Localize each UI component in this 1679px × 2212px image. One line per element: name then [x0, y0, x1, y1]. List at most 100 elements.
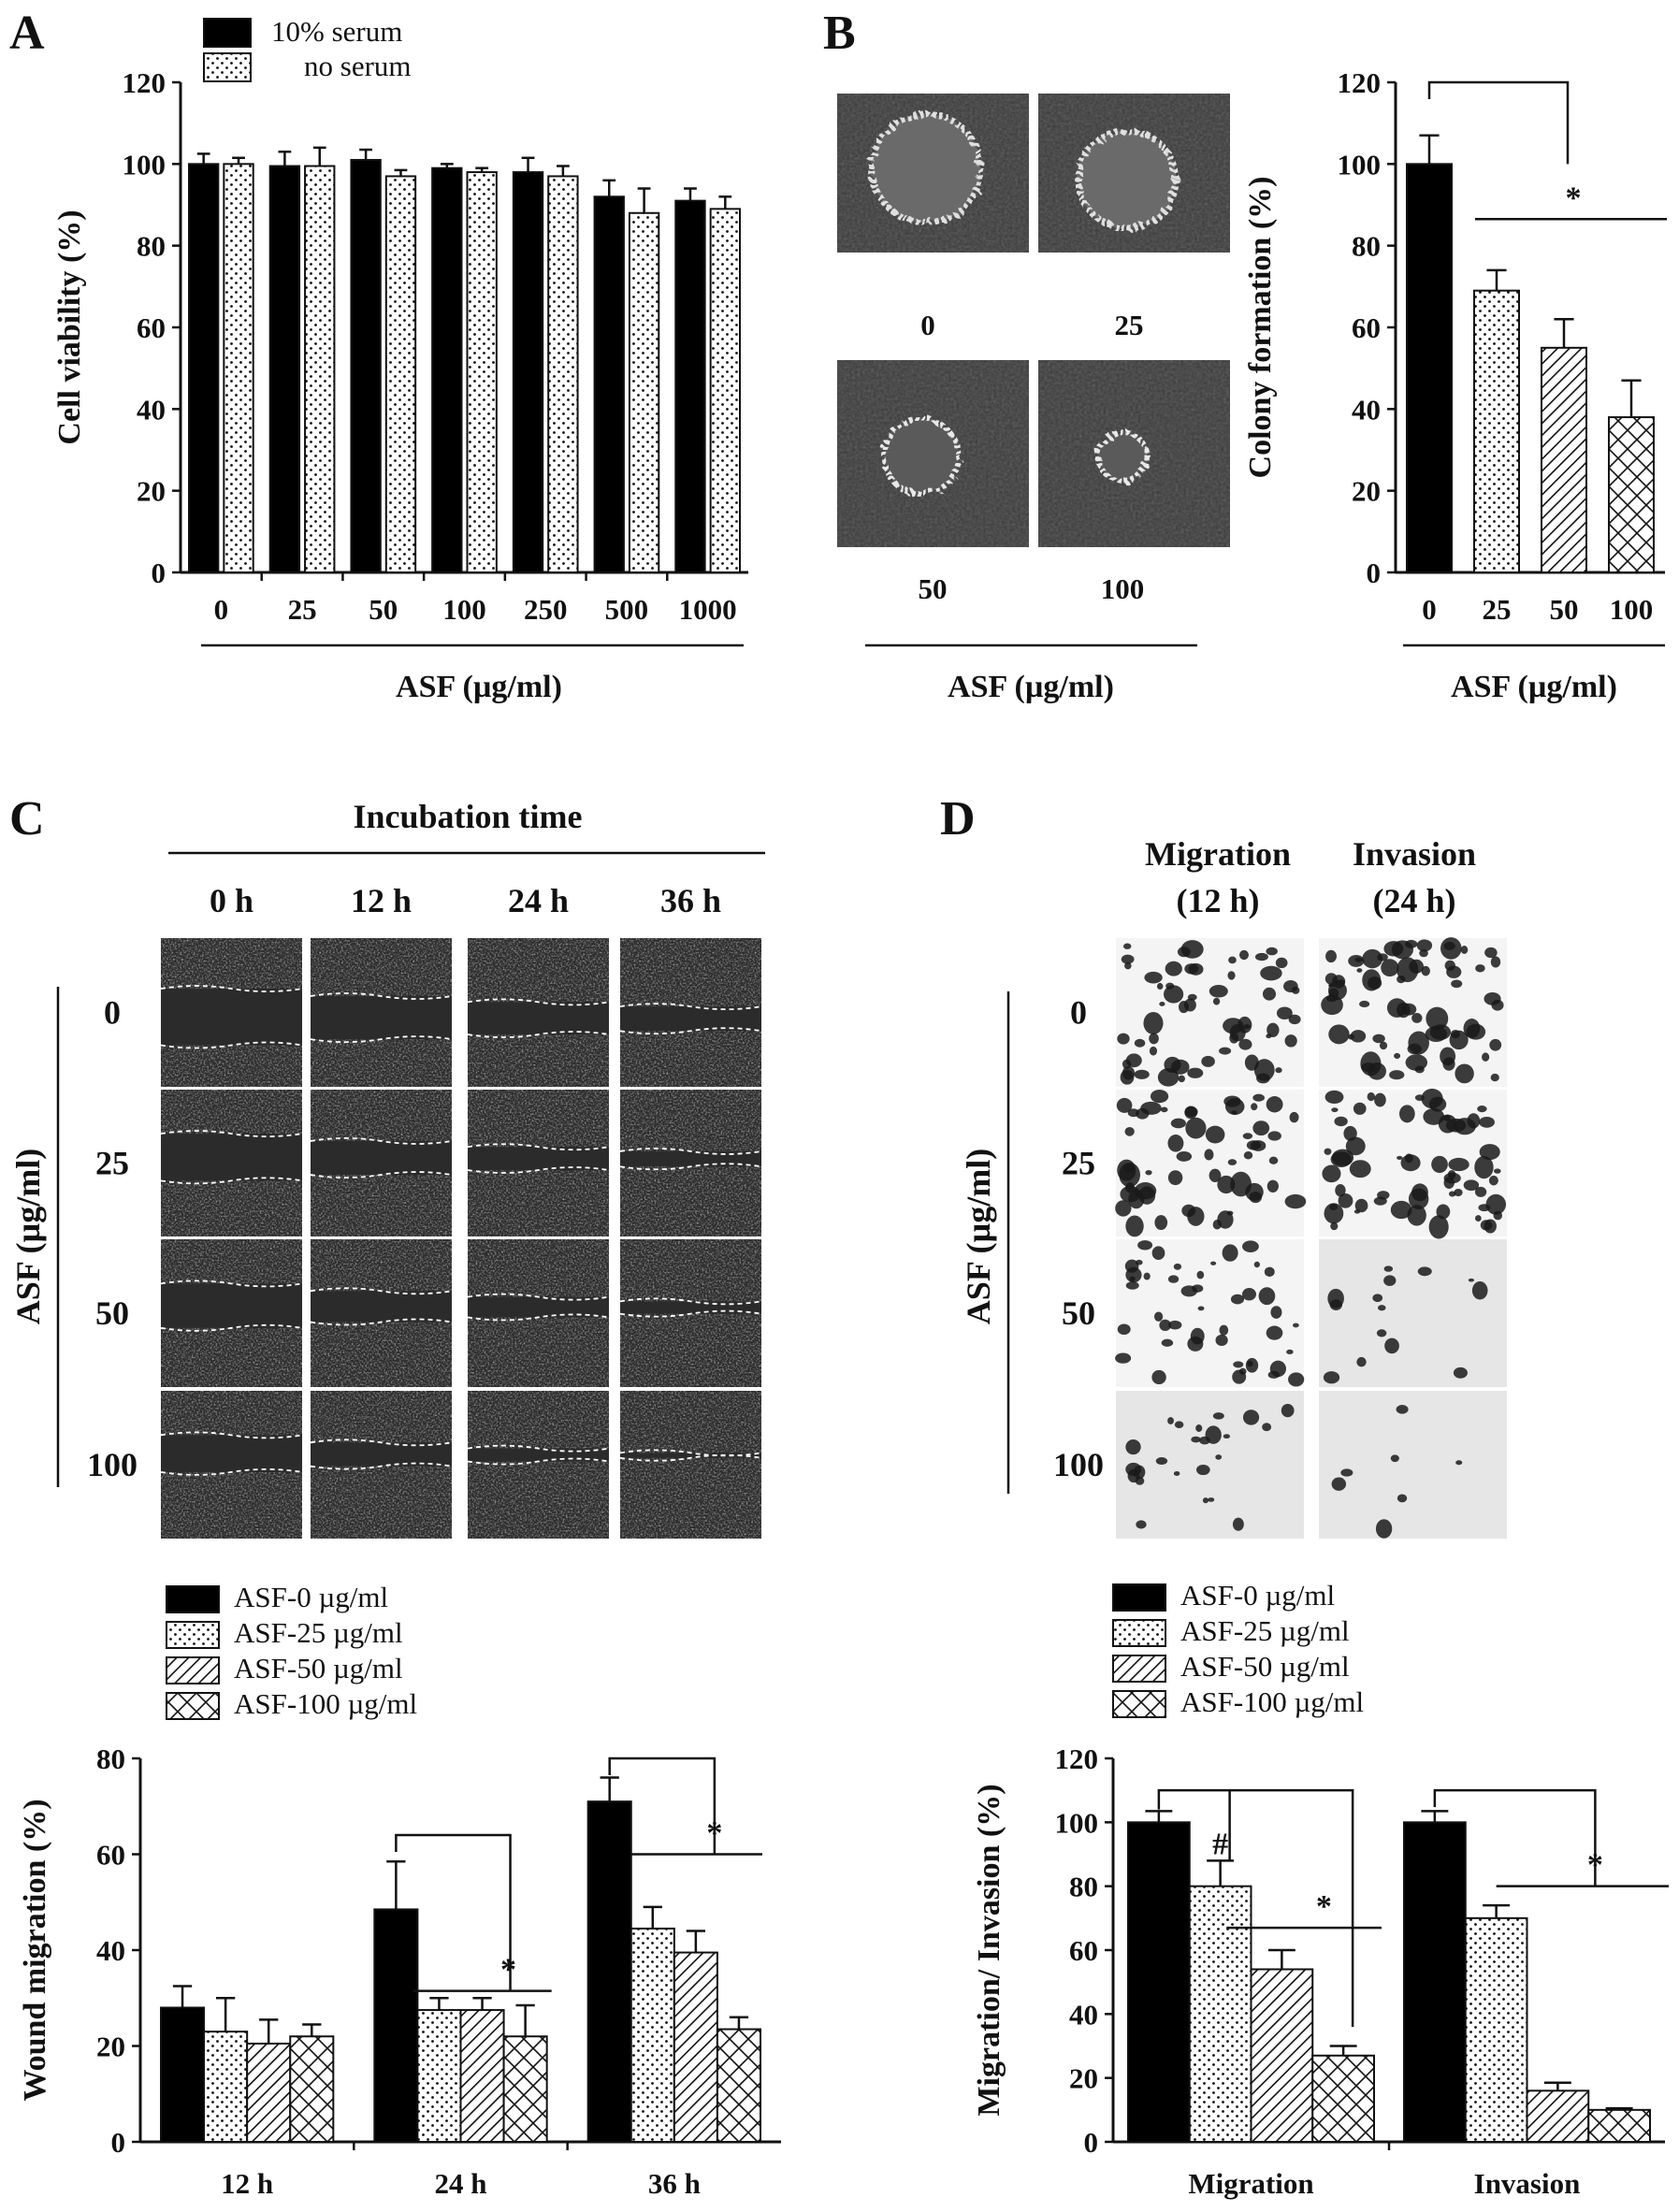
legend-swatch-asf-0-g-ml: [1112, 1583, 1166, 1612]
wound-image-100-24-h: [467, 1391, 610, 1539]
significance-bracket-migration: [1157, 1788, 1354, 2027]
x-tick-label: 12 h: [221, 2167, 273, 2200]
panel-b: B 0 25 50: [823, 7, 1667, 704]
bar-invasion-asf-100-g-ml: [1587, 2108, 1651, 2143]
x-tick-label: 25: [1483, 593, 1512, 626]
x-axis-label: ASF (µg/ml): [396, 670, 562, 704]
wound-assay-grid: 0 h 12 h 24 h 36 h 0 25 50 100 ASF (µg/ml): [9, 882, 762, 1539]
bar-invasion-asf-25-g-ml: [1464, 1916, 1528, 2143]
transwell-grid: 0 25 50 100 ASF (µg/ml): [960, 937, 1507, 1539]
colony-image-50: [837, 360, 1029, 547]
y-tick-label: 120: [123, 66, 166, 99]
bar-25-no-serum: [304, 165, 336, 573]
bar-36-h-asf-0-g-ml: [586, 1800, 632, 2143]
colony-image-0: [837, 94, 1029, 253]
legend-label-asf-50-g-ml: ASF-50 µg/ml: [1180, 1650, 1350, 1683]
legend-swatch-10-serum: [203, 18, 252, 48]
wound-image-0-24-h: [467, 938, 610, 1087]
bar-migration-asf-25-g-ml: [1188, 1885, 1252, 2143]
transwell-image-50-migration: [1115, 1239, 1305, 1387]
transwell-image-50-invasion: [1319, 1239, 1507, 1387]
y-tick-label: 20: [1069, 2062, 1098, 2095]
panel-c: C Incubation time 0 h 12 h 24 h 36 h 0 25 50 10…: [9, 792, 781, 2200]
y-tick-label: 80: [96, 1742, 125, 1775]
bar-250-no-serum: [547, 175, 579, 574]
transwell-image-25-invasion: [1319, 1088, 1507, 1239]
wound-image-25-36-h: [619, 1090, 762, 1236]
significance-mark: *: [1566, 181, 1582, 215]
y-tick-label: 40: [137, 393, 166, 426]
bar-12-h-asf-0-g-ml: [160, 2006, 206, 2143]
y-tick-label: 60: [1069, 1934, 1098, 1967]
wound-image-0-0-h: [160, 938, 303, 1087]
transwell-row-label-0: 0: [1070, 994, 1087, 1032]
wound-image-50-0-h: [160, 1239, 303, 1387]
bar-24-h-asf-50-g-ml: [459, 2009, 505, 2143]
y-tick-label: 60: [1352, 311, 1381, 344]
colony-label-100: 100: [1101, 572, 1145, 605]
incubation-time-header: Incubation time: [353, 798, 582, 835]
transwell-image-25-migration: [1115, 1090, 1307, 1237]
bar-12-h-asf-100-g-ml: [289, 2035, 335, 2143]
bar-50-hatch: [1541, 346, 1587, 574]
legend-label-10-serum: 10% serum: [271, 15, 402, 48]
y-tick-label: 0: [111, 2126, 126, 2159]
significance-mark-hash: #: [1212, 1828, 1228, 1862]
transwell-row-label-25: 25: [1062, 1145, 1095, 1182]
wound-column-label-0-h: 0 h: [210, 882, 253, 919]
x-axis-label: ASF (µg/ml): [1451, 670, 1617, 704]
y-tick-label: 0: [1367, 557, 1382, 589]
panel-d-label: D: [940, 792, 976, 846]
transwell-image-100-invasion: [1319, 1391, 1507, 1539]
y-tick-label: 80: [137, 230, 166, 263]
y-tick-label: 20: [96, 2031, 125, 2063]
colony-image-25: [1038, 94, 1230, 253]
bar-500-10-serum: [593, 195, 625, 573]
migration-header-line1: Migration: [1145, 835, 1291, 873]
y-tick-label: 0: [152, 557, 166, 589]
wound-row-label-50: 50: [95, 1294, 129, 1332]
y-tick-label: 60: [96, 1839, 125, 1872]
significance-mark: *: [500, 1953, 516, 1988]
legend-label-asf-25-g-ml: ASF-25 µg/ml: [234, 1616, 403, 1649]
y-tick-label: 20: [137, 475, 166, 508]
x-tick-label: Invasion: [1474, 2167, 1581, 2200]
panel-d: D Migration (12 h) Invasion (24 h) 0 25 50…: [940, 792, 1669, 2200]
x-tick-label: 100: [1610, 593, 1654, 626]
colony-images-xlabel: ASF (µg/ml): [948, 670, 1114, 704]
y-tick-label: 60: [137, 311, 166, 344]
bar-1000-10-serum: [674, 199, 706, 573]
wound-image-50-36-h: [619, 1239, 762, 1387]
bar-25-10-serum: [268, 165, 301, 573]
wound-column-label-24-h: 24 h: [508, 882, 569, 919]
legend-label-asf-100-g-ml: ASF-100 µg/ml: [1180, 1685, 1364, 1718]
bar-50-10-serum: [350, 158, 382, 573]
x-tick-label: 250: [524, 593, 568, 626]
wound-image-25-0-h: [160, 1090, 303, 1236]
x-tick-label: 36 h: [648, 2167, 701, 2200]
y-axis-label: Wound migration (%): [18, 1799, 52, 2101]
bar-100-no-serum: [466, 171, 498, 573]
legend-swatch-asf-50-g-ml: [1112, 1655, 1166, 1683]
bar-0-solid: [1406, 163, 1453, 573]
transwell-image-0-migration: [1116, 938, 1304, 1087]
transwell-row-label-100: 100: [1053, 1446, 1104, 1483]
legend-label-asf-50-g-ml: ASF-50 µg/ml: [234, 1652, 403, 1684]
colony-label-0: 0: [920, 309, 935, 341]
bar-50-no-serum: [384, 175, 417, 574]
bar-0-10-serum: [188, 163, 220, 573]
bar-migration-asf-100-g-ml: [1311, 2054, 1375, 2143]
x-tick-label: 500: [605, 593, 649, 626]
bar-1000-no-serum: [709, 208, 742, 573]
y-tick-label: 120: [1055, 1742, 1099, 1775]
colony-image-100: [1038, 360, 1230, 547]
transwell-row-label-50: 50: [1062, 1294, 1095, 1332]
wound-image-100-12-h: [310, 1391, 453, 1539]
bar-migration-asf-50-g-ml: [1250, 1968, 1314, 2143]
x-tick-label: Migration: [1188, 2167, 1313, 2200]
bar-invasion-asf-0-g-ml: [1403, 1821, 1467, 2144]
asf-row-axis-label: ASF (µg/ml): [9, 1149, 47, 1324]
wound-row-label-100: 100: [87, 1446, 138, 1483]
x-tick-label: 50: [369, 593, 398, 626]
